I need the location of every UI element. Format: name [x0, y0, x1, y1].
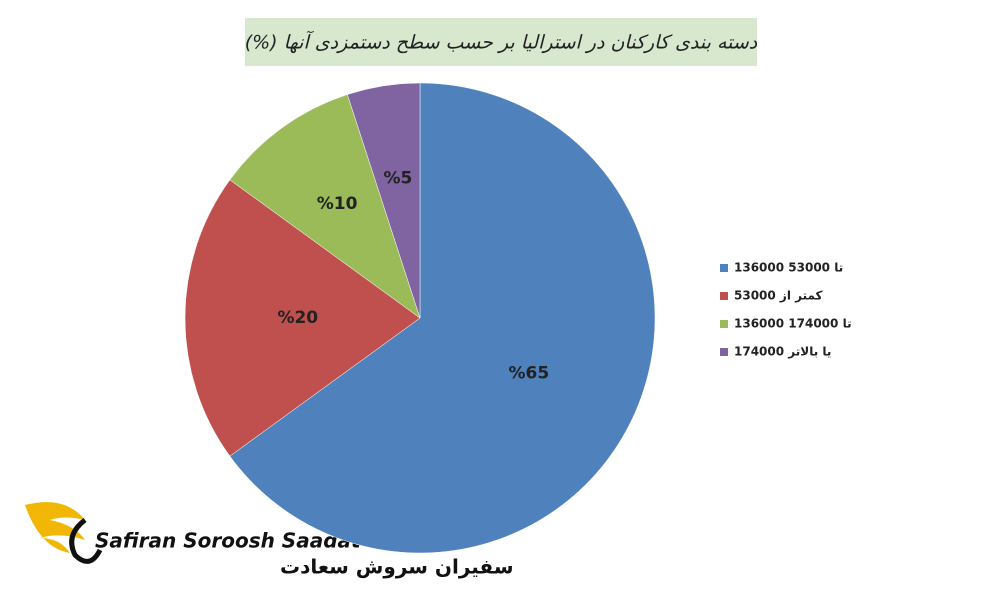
legend-label: 136000 تا 53000 — [734, 261, 843, 275]
pie-slice — [347, 82, 421, 319]
legend-swatch — [720, 320, 728, 328]
data-label: %10 — [317, 194, 358, 214]
legend-label: کمتر از 53000 — [734, 289, 823, 303]
legend-swatch — [720, 264, 728, 272]
legend-swatch — [720, 292, 728, 300]
logo-persian: سفیران سروش سعادت — [280, 555, 514, 579]
legend-label: 136000 تا 174000 — [734, 317, 852, 331]
legend-label: 174000 یا بالاتر — [734, 345, 831, 359]
pie-slice — [229, 94, 421, 319]
logo-s — [69, 518, 103, 564]
data-label: %5 — [384, 169, 413, 189]
title-box — [245, 18, 757, 66]
logo-latin: Safiran Soroosh Saadat — [95, 529, 362, 553]
logo: Safiran Soroosh Saadat سفیران سروش سعادت — [25, 502, 514, 579]
pie-slice — [184, 179, 421, 457]
legend-swatch — [720, 348, 728, 356]
data-label: %20 — [277, 308, 318, 328]
logo-wing — [25, 502, 85, 553]
pie-slice — [229, 82, 656, 554]
data-label: %65 — [509, 363, 550, 383]
chart-title: دسته بندی کارکنان در استرالیا بر حسب سطح… — [245, 31, 758, 54]
